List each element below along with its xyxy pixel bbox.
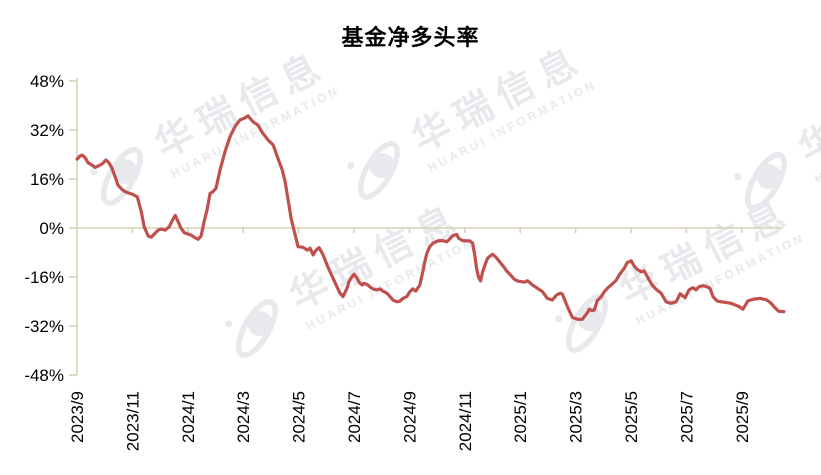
y-tick-label: 32%	[30, 121, 64, 140]
x-tick-label: 2023/9	[68, 391, 87, 443]
y-tick-label: 16%	[30, 170, 64, 189]
y-tick-label: -32%	[24, 317, 64, 336]
x-tick-label: 2025/3	[567, 391, 586, 443]
x-tick-label: 2024/5	[290, 391, 309, 443]
y-tick-label: -16%	[24, 268, 64, 287]
y-tick-label: -48%	[24, 366, 64, 385]
x-tick-label: 2024/9	[400, 391, 419, 443]
x-tick-label: 2025/9	[733, 391, 752, 443]
x-tick-label: 2025/1	[511, 391, 530, 443]
y-tick-label: 48%	[30, 72, 64, 91]
x-tick-label: 2024/7	[345, 391, 364, 443]
y-tick-label: 0%	[39, 219, 64, 238]
x-tick-label: 2025/7	[677, 391, 696, 443]
x-tick-label: 2025/5	[622, 391, 641, 443]
series-line	[75, 114, 786, 321]
x-tick-label: 2024/11	[456, 391, 475, 451]
x-tick-label: 2024/3	[234, 391, 253, 443]
chart-title: 基金净多头率	[341, 25, 480, 50]
x-tick-label: 2023/11	[123, 391, 142, 451]
x-tick-label: 2024/1	[179, 391, 198, 443]
